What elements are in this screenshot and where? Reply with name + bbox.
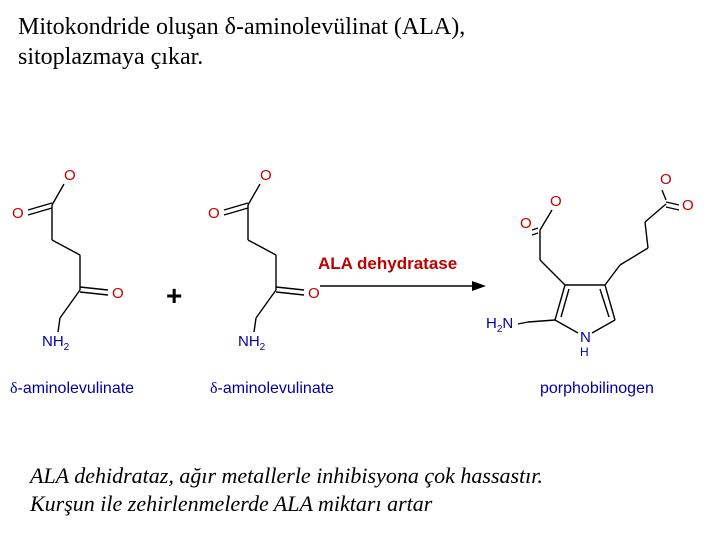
atom-o: O (520, 215, 532, 232)
product-structure: O O O O N H H2N (480, 150, 720, 380)
atom-o: O (550, 193, 562, 210)
atom-h2n: H2N (486, 315, 513, 335)
atom-n: N (580, 329, 591, 346)
atom-o: O (682, 197, 694, 214)
reactant-2-label: δ-aminolevulinate (210, 380, 334, 398)
footnote-line-2: Kurşun ile zehirlenmelerde ALA miktarı a… (30, 490, 432, 519)
reaction-arrow (318, 276, 488, 296)
atom-o: O (260, 167, 272, 184)
footnote-line-1: ALA dehidrataz, ağır metallerle inhibisy… (30, 462, 543, 491)
reactant-1-label: δ-aminolevulinate (10, 380, 134, 398)
title-line-2: sitoplazmaya çıkar. (18, 42, 203, 72)
atom-o: O (112, 285, 124, 302)
atom-o: O (208, 205, 220, 222)
atom-nh2: NH2 (238, 333, 266, 353)
product-label: porphobilinogen (540, 380, 654, 398)
atom-o: O (660, 171, 672, 188)
atom-nh-h: H (580, 345, 589, 359)
title-line-1: Mitokondride oluşan δ-aminolevülinat (AL… (18, 12, 465, 42)
reactant-1-structure: O O O NH2 (4, 150, 164, 360)
plus-sign: + (166, 280, 182, 312)
enzyme-label: ALA dehydratase (318, 254, 457, 274)
atom-o: O (64, 167, 76, 184)
atom-o: O (12, 205, 24, 222)
atom-nh2: NH2 (42, 333, 70, 353)
